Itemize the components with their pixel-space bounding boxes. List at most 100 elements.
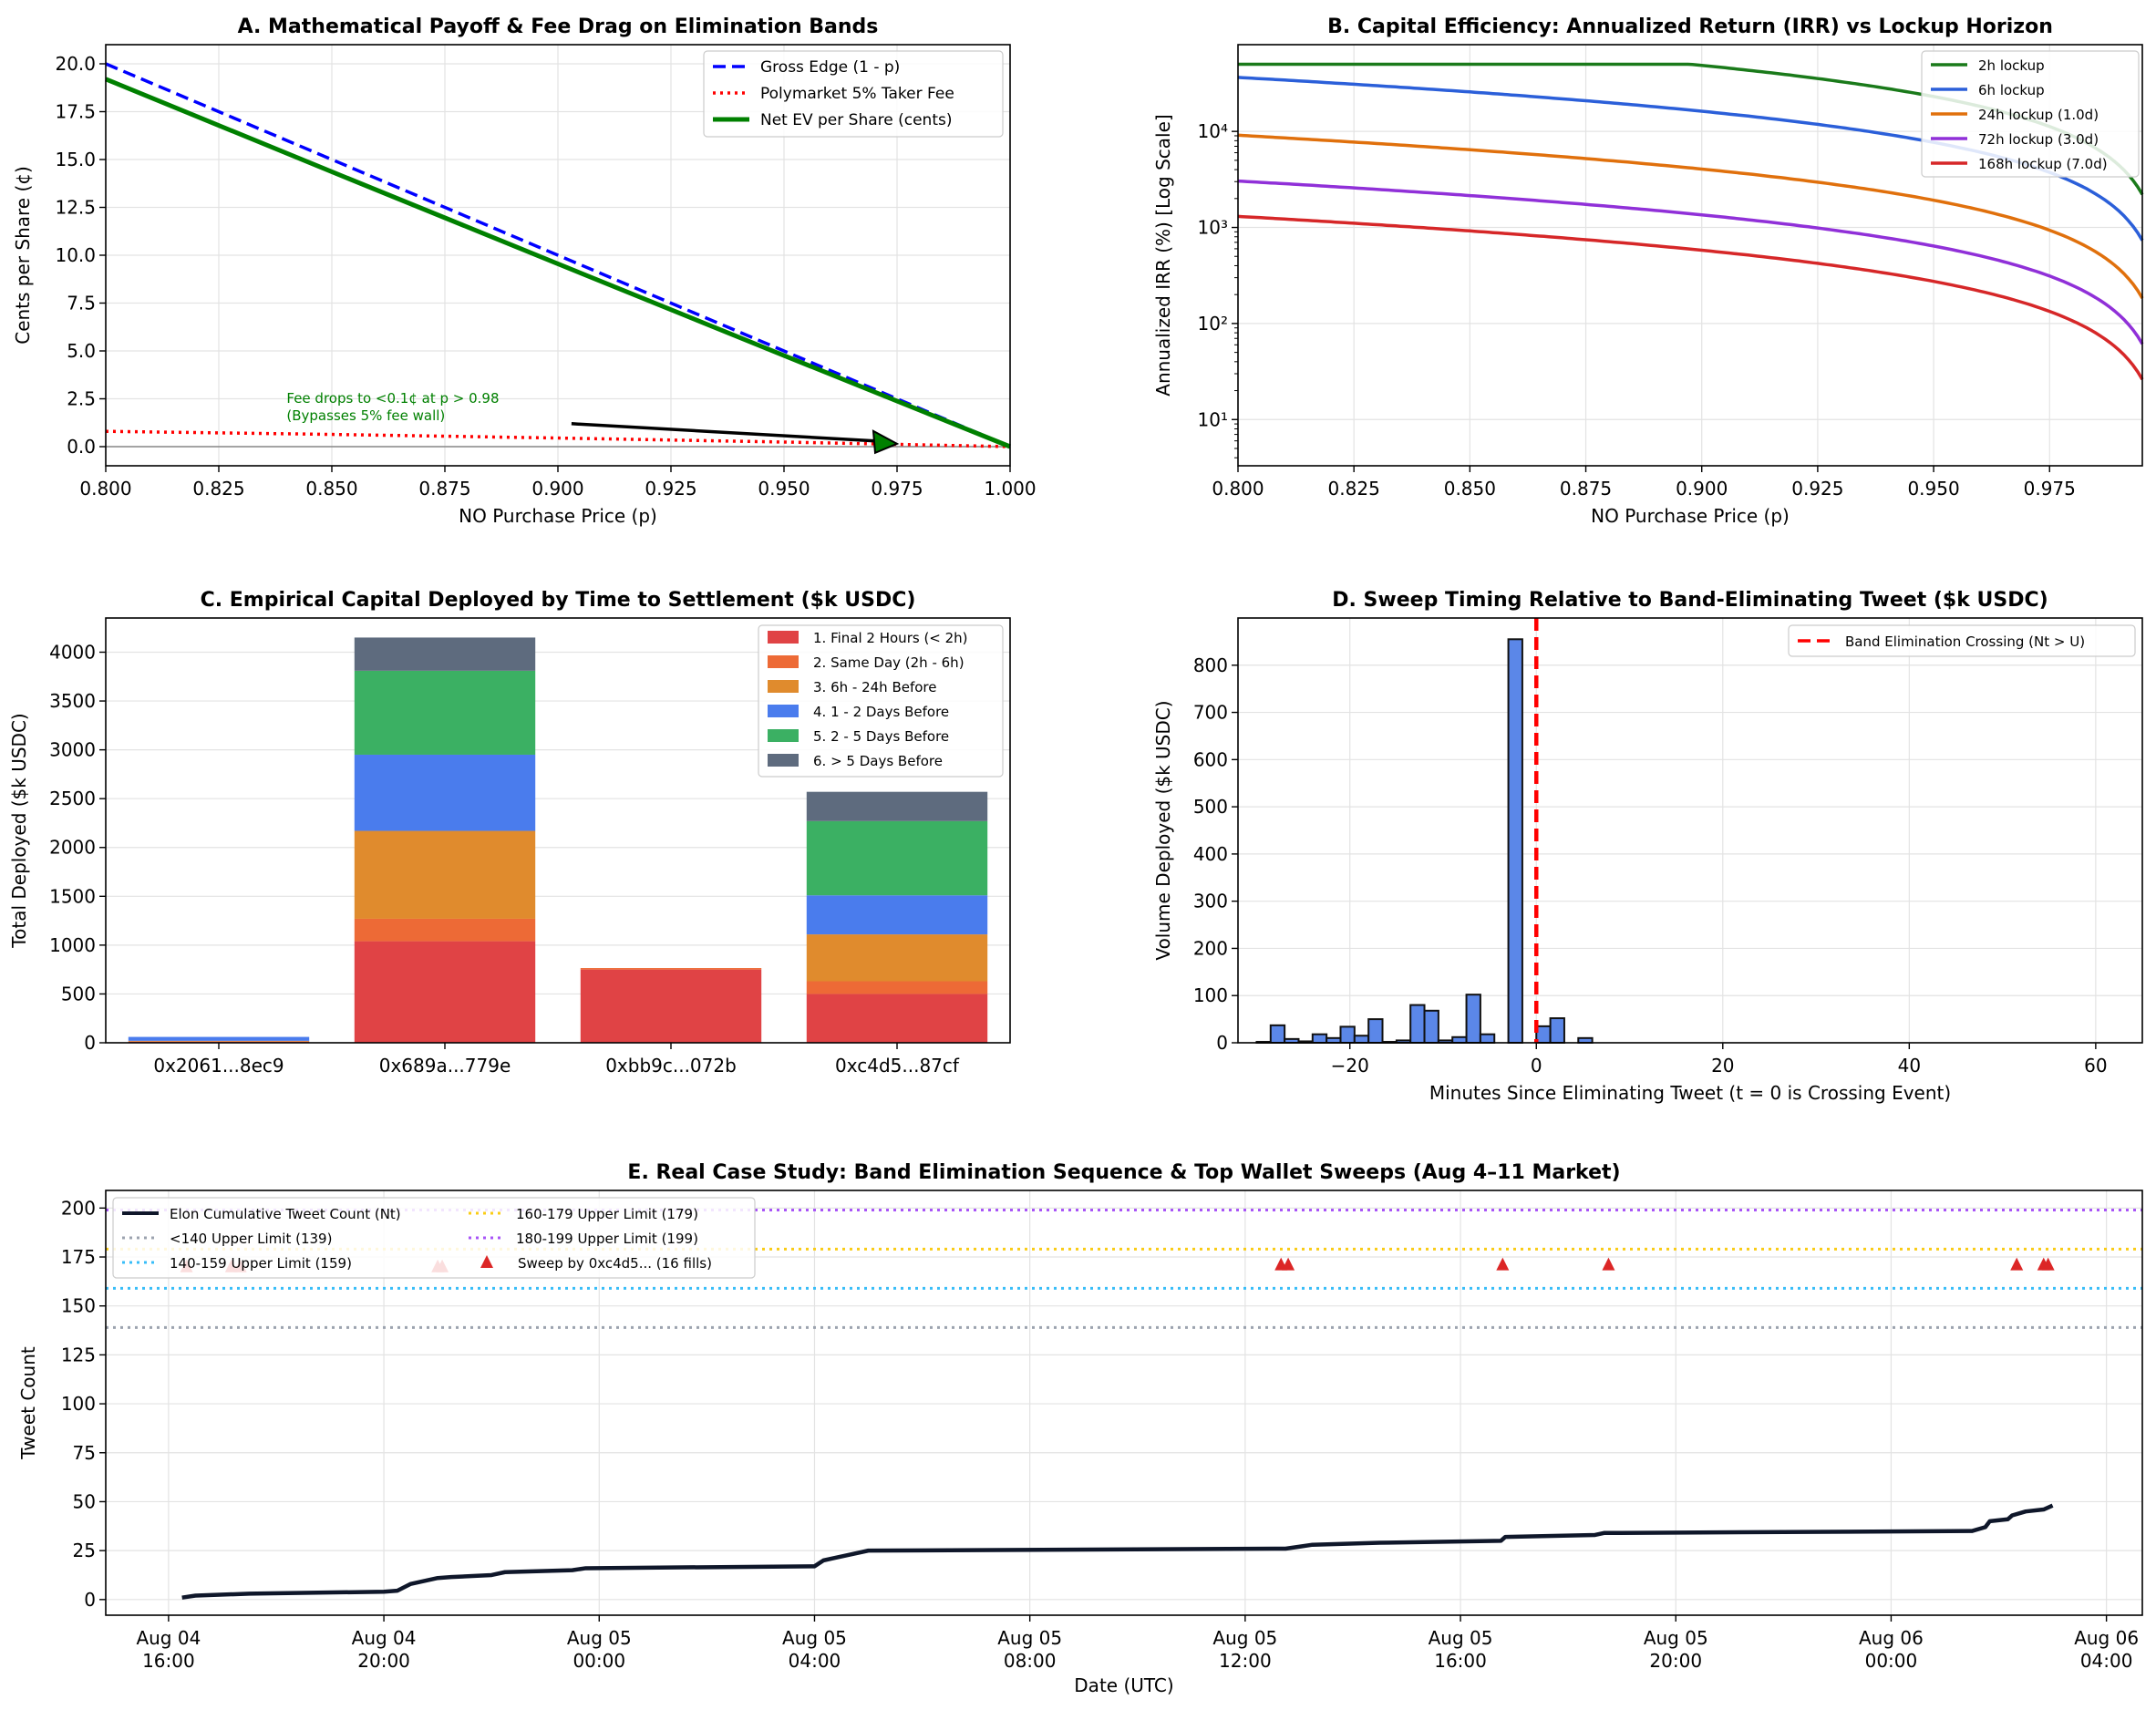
x-tick-label: 0.975	[871, 478, 923, 500]
chart-title: E. Real Case Study: Band Elimination Seq…	[627, 1161, 1620, 1184]
legend-item-label: 160-179 Upper Limit (179)	[516, 1206, 698, 1222]
y-tick-label: 20.0	[55, 53, 96, 75]
x-tick-label: 0x2061...8ec9	[153, 1055, 284, 1076]
plot-frame	[105, 617, 1011, 1044]
series-line	[1237, 133, 2144, 300]
legend-box	[703, 50, 1004, 138]
legend-item-label: <140 Upper Limit (139)	[170, 1231, 332, 1247]
panel-c: 0 500 1000 1500 2000 2500 3000 3500 4000 0x2061..…	[8, 589, 1011, 1076]
series-line	[1237, 214, 2144, 381]
bar-segment	[806, 981, 988, 994]
bar-segment	[354, 830, 536, 919]
y-tick-label: 7.5	[67, 293, 96, 314]
x-axis-label: Minutes Since Eliminating Tweet (t = 0 i…	[1429, 1082, 1951, 1104]
bar-segment	[128, 1040, 310, 1042]
tweet-count-line	[181, 1503, 2054, 1600]
y-tick-label: 1500	[49, 885, 96, 907]
x-tick-label: 0.900	[1676, 478, 1728, 500]
x-tick-label: 0xbb9c...072b	[605, 1055, 737, 1076]
annotation-arrowhead	[872, 429, 900, 455]
x-tick-label: 0.975	[2024, 478, 2076, 500]
y-tick-label: 4000	[49, 641, 96, 663]
x-tick-label: Aug 04	[352, 1627, 417, 1649]
y-tick-label: 25	[73, 1540, 96, 1561]
plot-frame	[105, 1190, 2143, 1616]
legend-item-label: Gross Edge (1 - p)	[760, 58, 900, 77]
x-tick-label: Aug 05	[1429, 1627, 1493, 1649]
y-axis-label: Cents per Share (¢)	[12, 166, 34, 345]
legend-box	[1788, 624, 2136, 657]
x-tick-label: 00:00	[573, 1650, 625, 1672]
x-tick-label: 0.850	[1444, 478, 1496, 500]
bar-segment	[354, 918, 536, 942]
x-tick-label: 0.825	[1328, 478, 1380, 500]
legend-item-label: 140-159 Upper Limit (159)	[170, 1255, 352, 1272]
x-tick-label: 04:00	[2080, 1650, 2133, 1672]
x-tick-label: 0x689a...779e	[379, 1055, 511, 1076]
x-tick-label: 0.925	[645, 478, 696, 500]
legend-label: 5. 2 - 5 Days Before	[813, 728, 949, 745]
chart-title: A. Mathematical Payoff & Fee Drag on Eli…	[238, 15, 879, 38]
bar-segment	[806, 895, 988, 935]
sweep-marker	[1602, 1257, 1615, 1271]
y-tick-label: 0	[1216, 1032, 1228, 1054]
legend-item-label: 180-199 Upper Limit (199)	[516, 1231, 698, 1247]
x-tick-label: Aug 06	[2074, 1627, 2139, 1649]
y-tick-label: 500	[1193, 796, 1228, 818]
plot-frame	[1237, 617, 2143, 1044]
x-tick-label: 0.850	[305, 478, 357, 500]
histogram-bar	[1423, 1009, 1439, 1045]
bar-segment	[354, 637, 536, 671]
y-axis-label: Tweet Count	[17, 1346, 39, 1460]
legend-box	[112, 1197, 756, 1279]
legend-label: 3. 6h - 24h Before	[813, 679, 936, 695]
y-tick-label: 100	[61, 1393, 96, 1415]
x-tick-label: 0.800	[1212, 478, 1264, 500]
histogram-bar	[1339, 1025, 1356, 1044]
histogram-bar	[1311, 1033, 1328, 1045]
y-tick-label: 10³	[1198, 217, 1228, 239]
x-tick-label: 0.950	[1907, 478, 1959, 500]
plot-frame	[1237, 44, 2143, 467]
y-tick-label: 2.5	[67, 388, 96, 410]
legend-label: Sweep by 0xc4d5... (16 fills)	[518, 1255, 712, 1272]
legend-box	[1921, 50, 2140, 178]
x-tick-label: 0xc4d5...87cf	[835, 1055, 960, 1076]
y-tick-label: 0	[84, 1032, 96, 1054]
bar-segment	[128, 1036, 310, 1041]
x-tick-label: 1.000	[984, 478, 1036, 500]
x-tick-label: 20:00	[357, 1650, 410, 1672]
x-tick-label: 60	[2084, 1055, 2107, 1076]
bar-segment	[806, 791, 988, 821]
x-axis-label: NO Purchase Price (p)	[459, 505, 657, 527]
annotation-text: Fee drops to <0.1¢ at p > 0.98	[286, 390, 499, 407]
x-tick-label: Aug 05	[782, 1627, 847, 1649]
x-tick-label: 0.950	[758, 478, 810, 500]
panel-b: 0.800 0.825 0.850 0.875 0.900 0.925 0.950 0.975…	[1152, 15, 2144, 527]
y-tick-label: 0.0	[67, 436, 96, 458]
bar-segment	[580, 969, 762, 1043]
legend-item-label: 6h lockup	[1978, 82, 2045, 98]
bar-segment	[806, 994, 988, 1043]
x-tick-label: 0.875	[1560, 478, 1612, 500]
legend-label: 1. Final 2 Hours (< 2h)	[813, 630, 968, 646]
legend-item-label: Net EV per Share (cents)	[760, 111, 953, 129]
x-tick-label: 20:00	[1649, 1650, 1702, 1672]
annotation-arrow	[571, 422, 878, 443]
bar-segment	[354, 754, 536, 831]
chart-title: C. Empirical Capital Deployed by Time to…	[201, 589, 916, 612]
histogram-bar	[1409, 1004, 1426, 1044]
y-tick-label: 5.0	[67, 340, 96, 362]
legend-label: 2. Same Day (2h - 6h)	[813, 654, 965, 671]
histogram-bar	[1269, 1024, 1286, 1044]
sweep-marker	[1282, 1257, 1295, 1271]
series-line	[105, 77, 1011, 449]
legend-swatch	[768, 705, 799, 717]
legend-item-label: Polymarket 5% Taker Fee	[760, 85, 954, 103]
x-tick-label: 00:00	[1865, 1650, 1918, 1672]
x-tick-label: Aug 05	[1644, 1627, 1708, 1649]
x-tick-label: Aug 05	[1212, 1627, 1277, 1649]
legend-label: 6. > 5 Days Before	[813, 753, 943, 769]
